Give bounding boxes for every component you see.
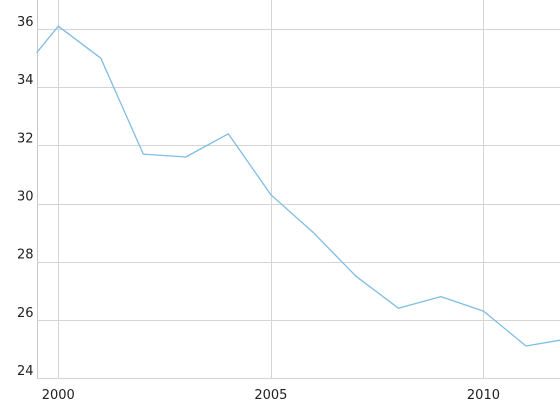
- tick-labels: 24 26 28 30 32 34 36 2000 2005 2010: [17, 15, 500, 403]
- y-tick-label: 32: [17, 131, 34, 146]
- x-tick-label: 2005: [254, 388, 287, 403]
- y-tick-label: 24: [17, 364, 34, 379]
- y-tick-label: 30: [17, 190, 34, 205]
- series-line-0: [36, 25, 560, 347]
- y-tick-label: 36: [17, 15, 34, 30]
- x-tick-label: 2000: [42, 388, 75, 403]
- y-tick-label: 28: [17, 248, 34, 263]
- series-layer: [36, 25, 560, 347]
- x-tick-label: 2010: [467, 388, 500, 403]
- y-tick-label: 26: [17, 306, 34, 321]
- y-tick-label: 34: [17, 73, 34, 88]
- grid: [37, 0, 560, 379]
